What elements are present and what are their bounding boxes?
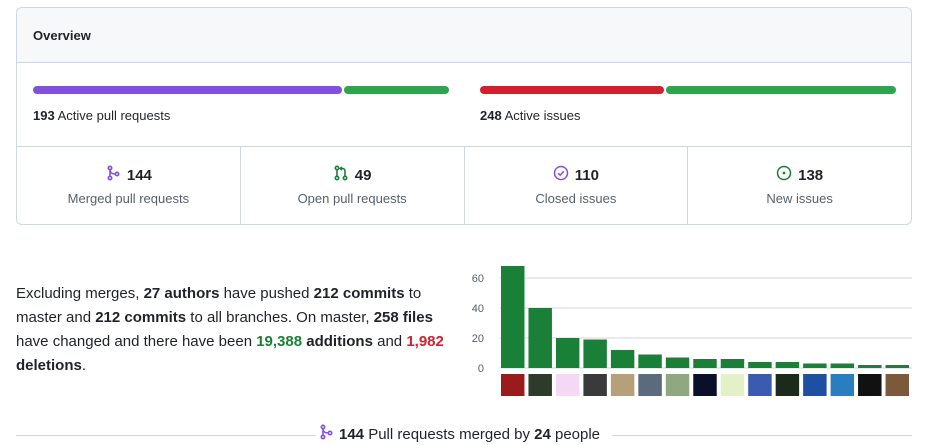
bar-2 <box>528 308 552 368</box>
deletions-word: deletions <box>16 357 82 374</box>
master-commits-count[interactable]: 212 commits <box>313 285 405 302</box>
bar-3 <box>555 338 580 368</box>
summary-text: and <box>372 333 407 350</box>
authors-count[interactable]: 27 authors <box>143 285 220 302</box>
contributor-avatar <box>693 374 717 396</box>
closed-issues-count: 110 <box>574 166 599 184</box>
summary-text: have changed and there have been <box>16 333 257 350</box>
contributor-avatar <box>638 374 662 396</box>
active-pull-requests-label: Active pull requests <box>57 108 171 123</box>
y-tick-label: 20 <box>472 333 484 345</box>
bar-10 <box>748 362 772 368</box>
open-pull-requests-count: 49 <box>354 166 372 184</box>
summary-text: have pushed <box>219 285 314 302</box>
stat-merged-pull-requests[interactable]: 144 Merged pull requests <box>17 147 241 224</box>
bar-13 <box>830 363 855 368</box>
stats-row: 144 Merged pull requests 49 Open pull re… <box>17 147 911 224</box>
bar-4 <box>583 339 607 368</box>
summary-text: Excluding merges, <box>16 285 144 302</box>
contributor-avatar <box>555 374 580 396</box>
footer-divider-right <box>612 435 912 436</box>
bar-15 <box>885 365 909 368</box>
deletions-number: 1,982 <box>406 333 444 350</box>
activity-bars: 193 Active pull requests 248 Active issu… <box>17 63 911 147</box>
merged-pull-requests-summary[interactable]: 144 Pull requests merged by 24 people <box>316 424 603 444</box>
closed-issues-label: Closed issues <box>535 191 617 206</box>
open-pull-requests-label: Open pull requests <box>297 191 407 206</box>
merged-pull-requests-count: 144 <box>126 166 152 184</box>
issue-closed-icon <box>553 165 569 185</box>
y-tick-label: 40 <box>472 303 484 315</box>
contributor-avatar <box>665 374 690 396</box>
all-commits-count[interactable]: 212 commits <box>95 309 187 326</box>
deletions-count: 1,982 deletions <box>16 333 444 374</box>
contributor-avatar <box>610 374 635 396</box>
active-issues-label: Active issues <box>504 108 581 123</box>
bar-8 <box>693 359 717 368</box>
y-tick-label: 0 <box>478 363 484 375</box>
summary-text: . <box>81 357 87 374</box>
summary-text: to all branches. On master, <box>186 309 374 326</box>
bar-1 <box>501 266 525 368</box>
contributor-avatar <box>501 374 525 396</box>
pull-requests-progress-segment-2 <box>343 86 449 94</box>
contributor-avatar <box>583 374 607 396</box>
overview-panel: Overview 193 Active pull requests 248 Ac… <box>16 7 912 225</box>
stat-new-issues[interactable]: 138 New issues <box>688 147 911 224</box>
new-issues-label: New issues <box>766 191 833 206</box>
bar-6 <box>638 354 662 368</box>
merged-pull-requests-label: Merged pull requests <box>67 191 190 206</box>
contributor-avatar <box>720 374 745 396</box>
git-merge-icon <box>318 424 334 444</box>
contributor-avatar <box>830 374 855 396</box>
summary-text: to master and <box>16 285 422 326</box>
stat-open-pull-requests[interactable]: 49 Open pull requests <box>241 147 465 224</box>
pull-requests-progress-bar <box>33 86 449 94</box>
additions-word: additions <box>302 333 373 350</box>
git-pull-request-icon <box>333 165 349 185</box>
footer-merged-count: 144 <box>339 425 365 443</box>
pull-requests-progress-segment-1 <box>33 86 342 94</box>
bar-9 <box>720 359 745 368</box>
footer-text-1: Pull requests merged by <box>364 425 535 443</box>
bar-7 <box>665 357 690 368</box>
contributor-avatar <box>858 374 882 396</box>
bar-12 <box>803 363 827 368</box>
footer-text-2: people <box>550 425 601 443</box>
footer-people-count: 24 <box>534 425 551 443</box>
bar-14 <box>858 365 882 368</box>
issues-progress-bar <box>480 86 896 94</box>
active-pull-requests[interactable]: 193 Active pull requests <box>33 86 449 123</box>
issues-progress-segment-2 <box>665 86 896 94</box>
files-changed-count[interactable]: 258 files <box>373 309 433 326</box>
git-merge-icon <box>105 165 121 185</box>
additions-count: 19,388 additions <box>256 333 373 350</box>
active-pull-requests-count: 193 <box>33 108 55 123</box>
y-tick-label: 60 <box>472 273 484 285</box>
active-issues-count: 248 <box>480 108 502 123</box>
active-issues[interactable]: 248 Active issues <box>480 86 896 123</box>
contributor-avatar <box>803 374 827 396</box>
footer-divider-left <box>16 435 316 436</box>
additions-number: 19,388 <box>256 333 303 350</box>
contributor-avatar <box>528 374 552 396</box>
commits-by-author-chart: 0 20 40 60 <box>472 266 912 396</box>
new-issues-count: 138 <box>798 166 824 184</box>
contributor-avatar <box>775 374 800 396</box>
commit-summary: Excluding merges, 27 authors have pushed… <box>16 282 456 378</box>
issues-progress-segment-1 <box>480 86 664 94</box>
stat-closed-issues[interactable]: 110 Closed issues <box>465 147 689 224</box>
bar-11 <box>775 362 800 368</box>
issue-opened-icon <box>776 165 792 185</box>
active-pull-requests-caption: 193 Active pull requests <box>33 108 449 123</box>
overview-title: Overview <box>17 8 911 63</box>
contributor-avatar <box>885 374 909 396</box>
active-issues-caption: 248 Active issues <box>480 108 896 123</box>
bar-5 <box>610 350 635 368</box>
contributor-avatar <box>748 374 772 396</box>
